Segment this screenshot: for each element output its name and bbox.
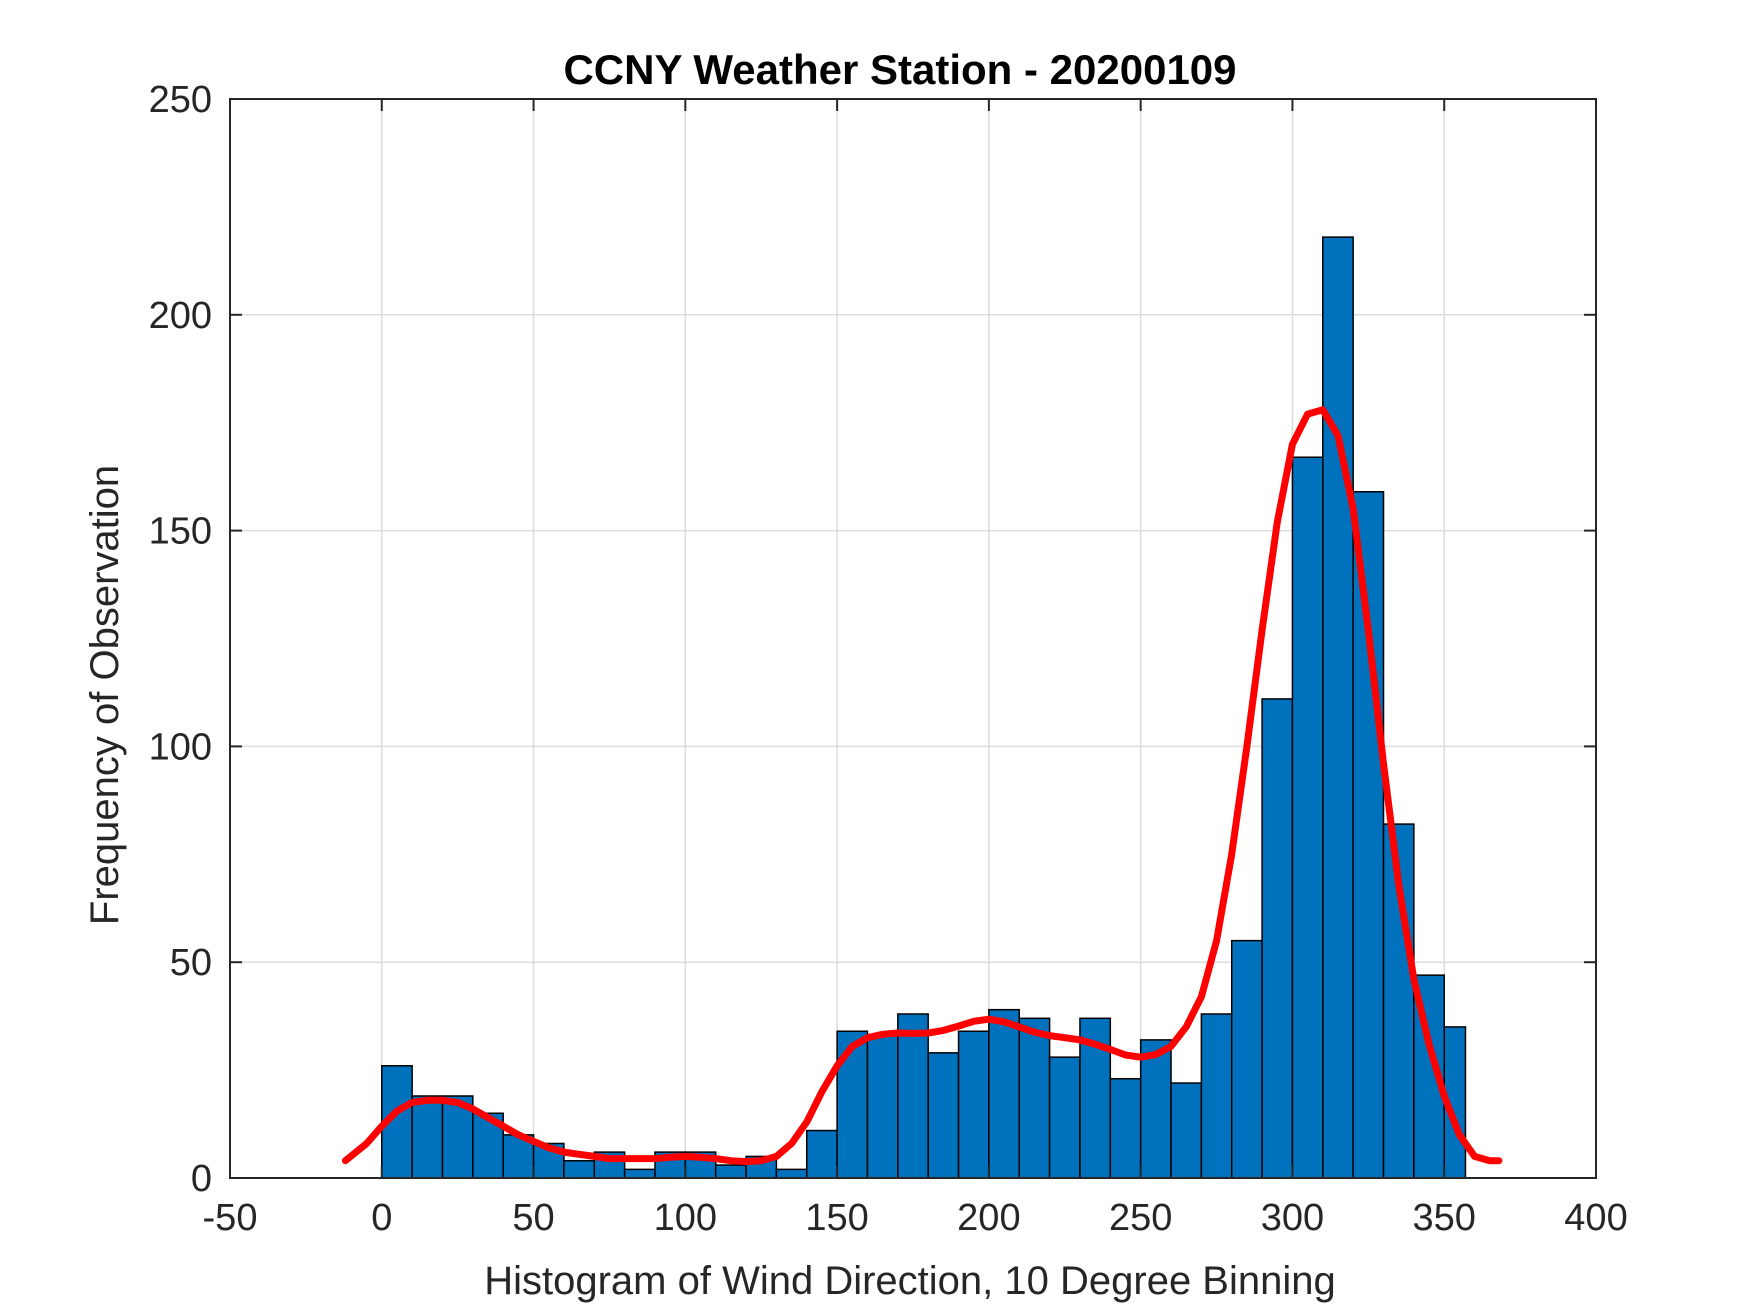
histogram-bar bbox=[897, 1013, 929, 1179]
x-axis-label: Histogram of Wind Direction, 10 Degree B… bbox=[484, 1259, 1336, 1303]
x-tick-label: 200 bbox=[957, 1197, 1020, 1239]
x-tick-label: 0 bbox=[371, 1197, 392, 1239]
histogram-bar bbox=[836, 1030, 869, 1179]
x-tick-label: 400 bbox=[1564, 1197, 1627, 1239]
y-tick-label: 50 bbox=[170, 942, 212, 984]
density-curve bbox=[341, 406, 1503, 1166]
y-tick-labels: 0 50 100 150 200 250 bbox=[149, 79, 212, 1200]
histogram-bar bbox=[563, 1159, 596, 1179]
y-tick-label: 100 bbox=[149, 726, 212, 768]
histogram-bar bbox=[988, 1008, 1020, 1179]
x-tick-label: -50 bbox=[203, 1197, 258, 1239]
y-tick-label: 200 bbox=[149, 295, 212, 337]
x-tick-label: 150 bbox=[805, 1197, 868, 1239]
histogram-bar bbox=[927, 1052, 960, 1179]
histogram-bar bbox=[1200, 1013, 1233, 1179]
chart-title: CCNY Weather Station - 20200109 bbox=[563, 46, 1236, 93]
histogram-bar bbox=[411, 1095, 444, 1179]
histogram-bar bbox=[1048, 1056, 1081, 1179]
y-tick-label: 150 bbox=[149, 511, 212, 553]
histogram-bar bbox=[1109, 1077, 1142, 1179]
histogram-bar bbox=[623, 1168, 656, 1179]
histogram-bar bbox=[1170, 1082, 1203, 1179]
y-tick-label: 0 bbox=[191, 1158, 212, 1200]
x-tick-label: 100 bbox=[654, 1197, 717, 1239]
histogram-bar bbox=[714, 1164, 747, 1179]
x-tick-label: 300 bbox=[1261, 1197, 1324, 1239]
histogram-bar bbox=[1261, 698, 1294, 1179]
axes-frame bbox=[229, 98, 1597, 1179]
histogram-bar bbox=[775, 1168, 808, 1179]
x-tick-label: 50 bbox=[512, 1197, 554, 1239]
histogram-bar bbox=[1139, 1039, 1172, 1179]
axes-box bbox=[229, 98, 1597, 1179]
histogram-bar bbox=[1230, 939, 1263, 1179]
y-tick-label: 250 bbox=[149, 79, 212, 121]
x-tick-labels: -50 0 50 100 150 200 250 300 350 400 bbox=[203, 1197, 1628, 1239]
histogram-bar bbox=[1352, 491, 1385, 1179]
histogram-bar bbox=[1018, 1017, 1051, 1179]
histogram-bar bbox=[957, 1030, 990, 1179]
histogram-bar bbox=[1291, 456, 1324, 1179]
histogram-bar bbox=[806, 1129, 838, 1179]
x-tick-label: 350 bbox=[1413, 1197, 1476, 1239]
tick-marks bbox=[229, 98, 1597, 1179]
histogram-bar bbox=[1322, 236, 1354, 1179]
y-axis-label: Frequency of Observation bbox=[83, 465, 127, 925]
histogram-bar bbox=[866, 1034, 899, 1179]
x-tick-label: 250 bbox=[1109, 1197, 1172, 1239]
density-curve-layer bbox=[341, 406, 1503, 1166]
